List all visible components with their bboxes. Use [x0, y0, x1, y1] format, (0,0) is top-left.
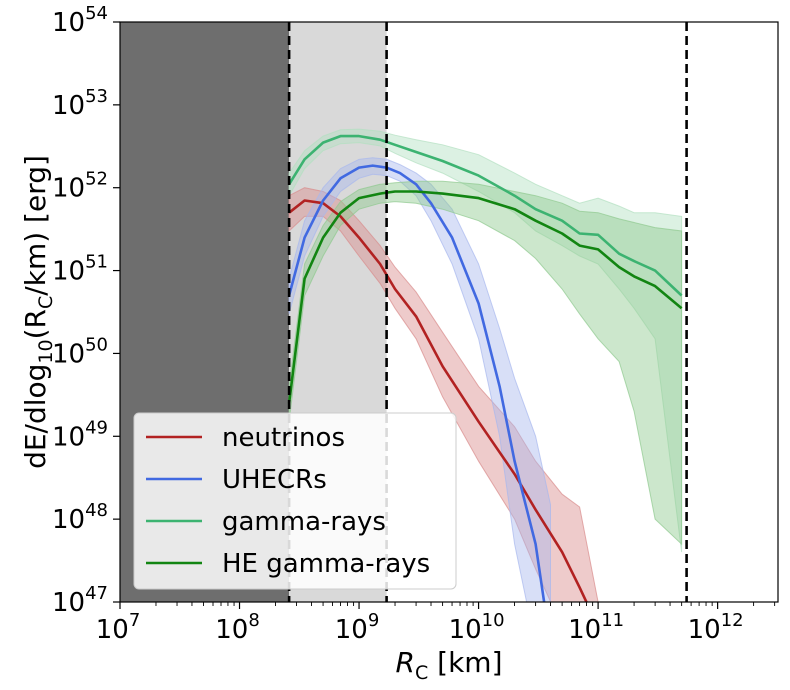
y-axis-label-pre: dE/dlog: [19, 364, 52, 469]
band-he-gamma-rays: [288, 180, 683, 546]
legend-box: [133, 412, 457, 590]
x-axis-label: RC [km]: [396, 646, 503, 684]
x-tick-label-5: 1012: [688, 610, 744, 645]
line-uhecrs: [287, 164, 546, 602]
line-he-gamma-rays: [287, 190, 683, 404]
y-axis-label-subC: C: [35, 296, 57, 309]
line-neutrinos: [288, 199, 588, 602]
x-axis-label-sub: C: [415, 662, 428, 684]
legend-label-3: HE gamma-rays: [222, 549, 430, 579]
y-tick-label-0: 1047: [52, 583, 108, 618]
y-tick-label-7: 1054: [52, 3, 108, 38]
legend-label-0: neutrinos: [222, 423, 345, 453]
x-tick-label-3: 1010: [449, 610, 505, 645]
legend: neutrinos UHECRs gamma-rays HE gamma-rays: [133, 412, 457, 590]
x-tick-label-0: 107: [96, 610, 141, 645]
x-axis-label-base: R: [396, 646, 415, 679]
legend-label-1: UHECRs: [222, 465, 327, 495]
x-tick-label-2: 109: [335, 610, 380, 645]
x-tick-label-1: 108: [215, 610, 260, 645]
line-gamma-rays: [287, 134, 683, 297]
series-lines: [287, 134, 683, 602]
plot-frame: [119, 21, 779, 603]
y-tick-label-4: 1051: [52, 252, 108, 287]
x-axis-label-unit: [km]: [428, 646, 502, 679]
y-axis-ticks: 1047 1048 1049 1050 1051 1052 1053 1054: [52, 3, 120, 618]
x-tick-label-4: 1011: [568, 610, 624, 645]
y-tick-label-1: 1048: [52, 500, 108, 535]
x-axis-ticks: 107 108 109 1010 1011 1012: [96, 602, 776, 645]
y-tick-label-3: 1050: [52, 334, 108, 369]
y-tick-label-5: 1052: [52, 169, 108, 204]
y-axis-label-sub10: 10: [35, 339, 57, 363]
y-axis-label-mid: (R: [19, 309, 52, 339]
y-axis-label: dE/dlog10(RC/km) [erg]: [19, 155, 57, 469]
y-tick-label-6: 1053: [52, 86, 108, 121]
legend-label-2: gamma-rays: [222, 507, 386, 537]
y-axis-label-post: /km) [erg]: [19, 155, 52, 296]
y-tick-label-2: 1049: [52, 417, 108, 452]
band-neutrinos: [288, 187, 599, 602]
